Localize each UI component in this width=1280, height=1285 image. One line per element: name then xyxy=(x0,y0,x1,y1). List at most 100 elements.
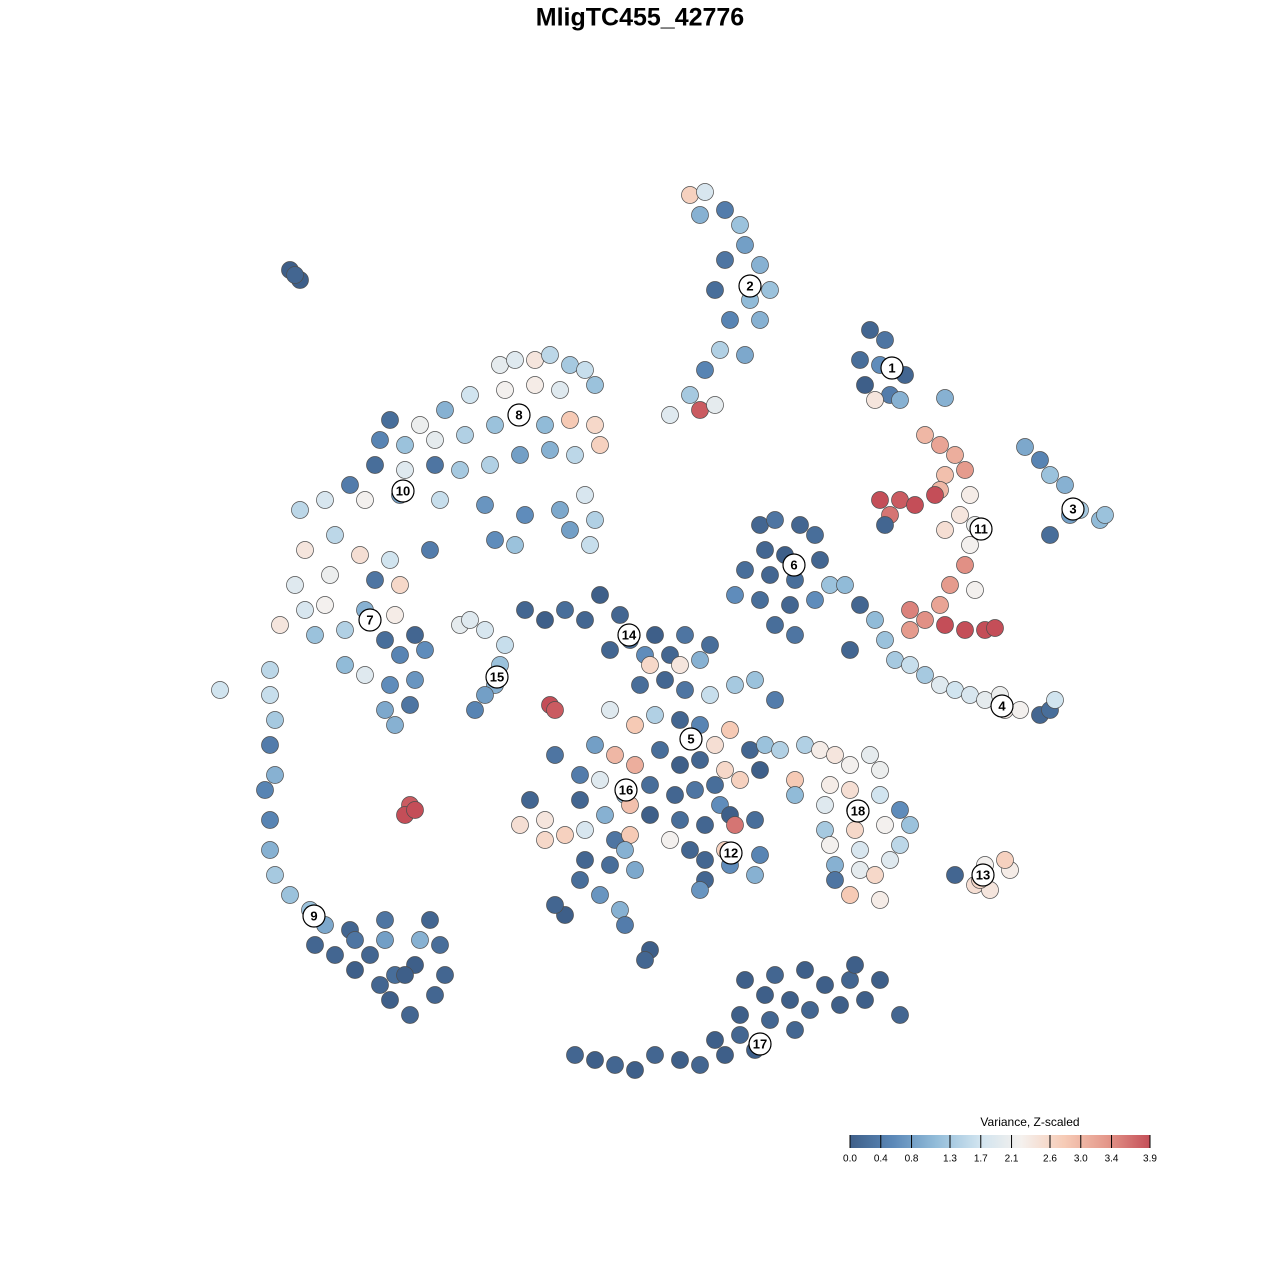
cluster-label-marker xyxy=(485,665,509,689)
point xyxy=(781,596,799,614)
point xyxy=(891,801,909,819)
point xyxy=(496,381,514,399)
point xyxy=(556,601,574,619)
point xyxy=(466,701,484,719)
point xyxy=(306,936,324,954)
point xyxy=(591,436,609,454)
point xyxy=(576,851,594,869)
point xyxy=(616,916,634,934)
point xyxy=(676,626,694,644)
point xyxy=(296,541,314,559)
point xyxy=(916,611,934,629)
colorbar-tick-label: 0.0 xyxy=(843,1154,857,1165)
point xyxy=(956,621,974,639)
point xyxy=(671,811,689,829)
point xyxy=(1031,451,1049,469)
point xyxy=(826,856,844,874)
point xyxy=(766,691,784,709)
point xyxy=(576,611,594,629)
point xyxy=(851,841,869,859)
point xyxy=(736,971,754,989)
point xyxy=(641,806,659,824)
point xyxy=(786,626,804,644)
point xyxy=(706,736,724,754)
point xyxy=(861,321,879,339)
point xyxy=(661,406,679,424)
point xyxy=(716,201,734,219)
point xyxy=(396,436,414,454)
point xyxy=(601,856,619,874)
point xyxy=(871,491,889,509)
point xyxy=(916,426,934,444)
point xyxy=(821,836,839,854)
point xyxy=(726,586,744,604)
colorbar-tick-label: 0.8 xyxy=(905,1154,919,1165)
point xyxy=(641,656,659,674)
point xyxy=(756,541,774,559)
point xyxy=(391,646,409,664)
point xyxy=(936,616,954,634)
cluster-label: 13 xyxy=(976,867,990,882)
point xyxy=(751,591,769,609)
point xyxy=(931,676,949,694)
point xyxy=(541,346,559,364)
point xyxy=(661,831,679,849)
point xyxy=(566,1046,584,1064)
point xyxy=(861,746,879,764)
point xyxy=(716,251,734,269)
point xyxy=(786,786,804,804)
cluster-label: 6 xyxy=(790,557,797,572)
point xyxy=(341,476,359,494)
point xyxy=(926,486,944,504)
point xyxy=(751,256,769,274)
point xyxy=(476,621,494,639)
point xyxy=(691,881,709,899)
point xyxy=(836,576,854,594)
point xyxy=(901,656,919,674)
point xyxy=(936,466,954,484)
point xyxy=(431,491,449,509)
point xyxy=(851,861,869,879)
point xyxy=(656,671,674,689)
point xyxy=(1041,526,1059,544)
point xyxy=(816,796,834,814)
cluster-label-marker xyxy=(738,274,762,298)
point xyxy=(851,351,869,369)
point xyxy=(601,641,619,659)
point xyxy=(506,536,524,554)
point xyxy=(946,681,964,699)
point xyxy=(866,611,884,629)
point xyxy=(386,606,404,624)
point xyxy=(931,436,949,454)
point xyxy=(626,716,644,734)
point xyxy=(761,566,779,584)
cluster-label: 17 xyxy=(753,1036,767,1051)
point xyxy=(381,551,399,569)
point xyxy=(516,601,534,619)
point xyxy=(551,501,569,519)
point xyxy=(551,381,569,399)
cluster-label: 18 xyxy=(851,803,865,818)
point xyxy=(701,686,719,704)
point xyxy=(721,311,739,329)
point xyxy=(786,1021,804,1039)
point xyxy=(426,431,444,449)
cluster-label: 14 xyxy=(622,627,637,642)
point xyxy=(671,656,689,674)
point xyxy=(306,626,324,644)
point xyxy=(826,871,844,889)
point xyxy=(696,851,714,869)
point xyxy=(941,576,959,594)
point xyxy=(671,711,689,729)
point xyxy=(586,511,604,529)
point xyxy=(766,616,784,634)
point xyxy=(851,596,869,614)
point xyxy=(761,281,779,299)
point xyxy=(381,411,399,429)
point xyxy=(876,816,894,834)
cluster-label-marker xyxy=(614,778,638,802)
point xyxy=(346,931,364,949)
point xyxy=(881,851,899,869)
point xyxy=(266,766,284,784)
